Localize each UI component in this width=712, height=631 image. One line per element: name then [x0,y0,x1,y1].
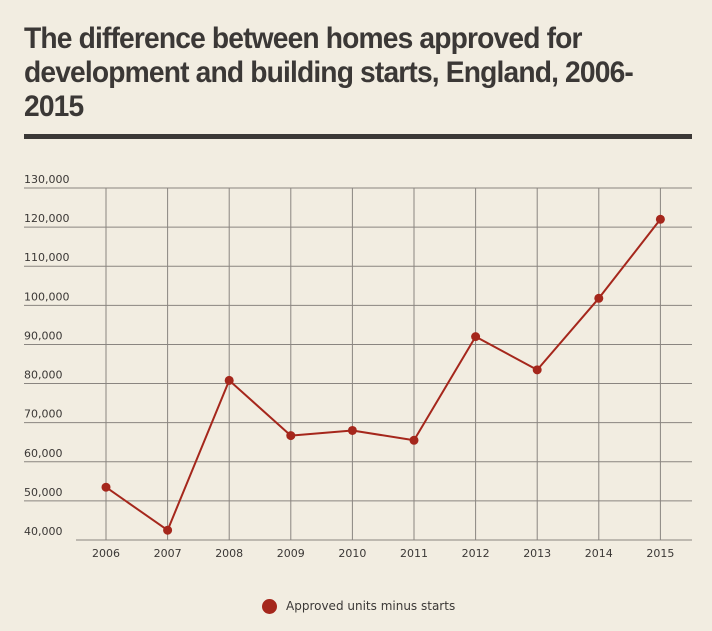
data-point [347,425,357,435]
x-tick-label: 2011 [400,547,428,560]
series-layer [101,214,665,535]
data-point [594,293,604,303]
y-axis-tick-labels: 40,000 50,000 60,000 70,000 80,000 90,000 100,… [24,173,70,538]
x-tick-label: 2008 [215,547,243,560]
y-tick-label: 60,000 [24,447,63,460]
x-gridlines [105,188,661,540]
legend: Approved units minus starts [262,596,455,616]
data-point [101,482,111,492]
x-axis-tick-labels: 2006 2007 2008 2009 2010 2011 2012 2013 2014 2015 [92,547,674,560]
legend-marker [262,598,277,614]
x-tick-label: 2010 [338,547,366,560]
y-tick-label: 40,000 [24,525,63,538]
x-tick-label: 2012 [462,547,490,560]
data-point [286,431,296,441]
data-point [471,332,481,342]
data-point [409,435,419,445]
y-tick-label: 100,000 [24,290,70,303]
data-point [163,525,173,535]
legend-label: Approved units minus starts [286,599,456,613]
y-gridlines [24,187,692,541]
data-point [532,365,542,375]
chart-title: The difference between homes approved fo… [24,22,634,123]
y-tick-label: 120,000 [24,212,70,225]
y-tick-label: 80,000 [24,369,63,382]
x-tick-label: 2013 [523,547,551,560]
title-divider [24,134,692,139]
y-tick-label: 70,000 [24,408,63,421]
y-tick-label: 130,000 [24,173,70,186]
x-tick-label: 2007 [154,547,182,560]
y-tick-label: 110,000 [24,251,70,264]
x-tick-label: 2006 [92,547,120,560]
data-point [655,214,665,224]
x-tick-label: 2009 [277,547,305,560]
x-tick-label: 2014 [585,547,613,560]
x-tick-label: 2015 [646,547,674,560]
data-point [224,375,234,385]
y-tick-label: 50,000 [24,486,63,499]
y-tick-label: 90,000 [24,329,63,342]
series-line [105,218,662,532]
